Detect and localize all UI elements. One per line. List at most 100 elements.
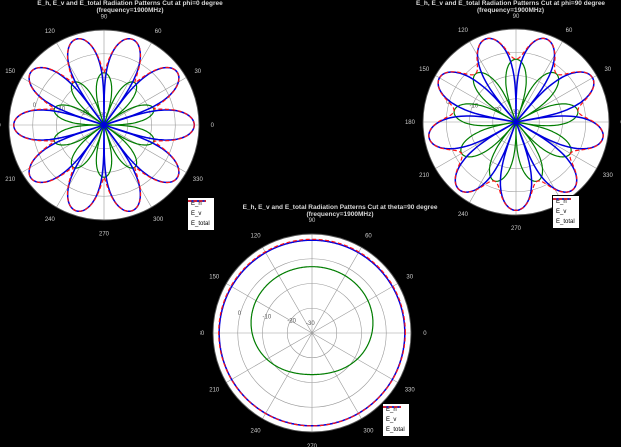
- angle-label-330: 330: [603, 173, 614, 179]
- angle-label-330: 330: [193, 177, 204, 183]
- plot-title-line2: (frequency=1900MHz): [96, 7, 164, 14]
- grid-ring: [56, 77, 152, 173]
- legend-item-E_total: E_total: [383, 406, 405, 434]
- ring-label--10: -10: [470, 104, 479, 110]
- ring-label-0: 0: [238, 311, 242, 317]
- polar-grid: [8, 29, 200, 221]
- angle-label-90: 90: [101, 15, 108, 21]
- legend-label-E_v: E_v: [556, 209, 567, 215]
- series-curve-E_h: [250, 266, 374, 376]
- polar-plot-phi90: E_h, E_v and E_total Radiation Patterns …: [400, 0, 621, 240]
- ring-labels: 0 -10 -20 -30: [238, 311, 316, 327]
- legend-label-E_total: E_total: [386, 427, 405, 433]
- ring-label--20: -20: [287, 318, 296, 324]
- angle-label-270: 270: [99, 231, 110, 237]
- angle-label-180: 180: [200, 331, 205, 337]
- legend-phi90: E_h E_v E_total: [552, 195, 580, 229]
- angle-label-240: 240: [45, 217, 56, 223]
- angle-label-330: 330: [405, 387, 416, 393]
- grid-ring: [262, 283, 362, 383]
- angle-label-120: 120: [251, 233, 262, 239]
- angle-label-90: 90: [513, 14, 520, 20]
- plot-title-line1: E_h, E_v and E_total Radiation Patterns …: [415, 0, 606, 7]
- ring-label--30: -30: [306, 321, 315, 327]
- legend-swatch-E_total: [188, 200, 206, 202]
- angle-label-300: 300: [153, 217, 164, 223]
- legend-swatch-E_total: [553, 198, 571, 200]
- ring-label-0: 0: [446, 100, 450, 106]
- angle-label-30: 30: [406, 275, 413, 281]
- grid-ring: [32, 53, 176, 197]
- grid-ring: [445, 51, 587, 193]
- legend-item-E_v: E_v: [188, 200, 210, 218]
- angle-label-150: 150: [419, 67, 430, 73]
- angle-label-150: 150: [5, 69, 16, 75]
- series-curve-E_total: [218, 238, 406, 427]
- legend-swatch-E_total: [383, 406, 401, 408]
- series-curve-E_total: [13, 38, 195, 212]
- angle-label-60: 60: [566, 28, 573, 34]
- plot-title-phi0: E_h, E_v and E_total Radiation Patterns …: [0, 0, 260, 14]
- grid-spoke: [226, 283, 398, 383]
- angle-label-150: 150: [209, 275, 220, 281]
- legend-item-E_v: E_v: [383, 406, 405, 424]
- angle-label-210: 210: [419, 173, 430, 179]
- plot-title-line2: (frequency=1900MHz): [306, 211, 374, 218]
- legend-label-E_h: E_h: [386, 407, 397, 413]
- plot-title-theta90: E_h, E_v and E_total Radiation Patterns …: [200, 204, 480, 218]
- polar-plot-theta90: E_h, E_v and E_total Radiation Patterns …: [200, 200, 480, 447]
- series-curve-E_total: [428, 37, 604, 211]
- angle-label-210: 210: [5, 177, 16, 183]
- angle-label-0: 0: [423, 331, 427, 337]
- angle-label-0: 0: [211, 123, 215, 129]
- plot-title-line1: E_h, E_v and E_total Radiation Patterns …: [242, 204, 438, 211]
- angle-labels: 0 30 60 90 120 150 180 210 240 270 300 330: [200, 218, 427, 447]
- ring-label--20: -20: [80, 110, 89, 116]
- series-curve-E_h: [453, 58, 579, 182]
- angle-label-120: 120: [45, 29, 56, 35]
- angle-label-60: 60: [155, 29, 162, 35]
- angle-label-180: 180: [0, 123, 1, 129]
- grid-ring: [286, 307, 338, 359]
- plot-title-line2: (frequency=1900MHz): [476, 7, 544, 14]
- grid-ring: [237, 258, 387, 408]
- polar-canvas-phi0: 03060901201501802102402703003300-10-20-3…: [0, 15, 215, 238]
- angle-label-60: 60: [365, 233, 372, 239]
- polar-plot-phi0: E_h, E_v and E_total Radiation Patterns …: [0, 0, 260, 240]
- grid-outer-ring: [8, 29, 200, 221]
- ring-label--30: -30: [98, 113, 107, 119]
- angle-label-30: 30: [194, 69, 201, 75]
- grid-outer-ring: [422, 28, 610, 216]
- angle-label-180: 180: [405, 120, 416, 126]
- legend-item-E_total: E_total: [188, 200, 210, 228]
- angle-label-270: 270: [511, 226, 522, 232]
- angle-label-30: 30: [604, 67, 611, 73]
- legend-theta90: E_h E_v E_total: [382, 403, 410, 437]
- plot-title-phi90: E_h, E_v and E_total Radiation Patterns …: [400, 0, 621, 14]
- ring-label--10: -10: [263, 315, 272, 321]
- legend-item-E_total: E_total: [553, 198, 575, 226]
- angle-label-90: 90: [309, 218, 316, 224]
- legend-label-E_total: E_total: [191, 221, 210, 227]
- angle-labels: 0 30 60 90 120 150 180 210 240 270 300 330: [0, 15, 215, 238]
- polar-canvas-theta90: 0 30 60 90 120 150 180 210 240 270 300 330 0 -10 -20 -3…: [200, 218, 427, 447]
- angle-label-240: 240: [458, 212, 469, 218]
- legend-label-E_v: E_v: [191, 211, 202, 217]
- ring-label--30: -30: [510, 110, 519, 116]
- plot-title-line1: E_h, E_v and E_total Radiation Patterns …: [37, 0, 223, 7]
- legend-label-E_total: E_total: [556, 219, 575, 225]
- legend-phi0: E_h E_v E_total: [187, 197, 215, 231]
- angle-label-270: 270: [307, 444, 318, 447]
- angle-labels: 0306090120150180210240270300330: [405, 14, 621, 232]
- grid-ring: [469, 75, 563, 169]
- polar-canvas-phi90: 03060901201501802102402703003300-10-20-3…: [405, 14, 621, 232]
- legend-label-E_h: E_h: [191, 201, 202, 207]
- legend-item-E_v: E_v: [553, 198, 575, 216]
- angle-label-300: 300: [363, 429, 374, 435]
- grid-outer-ring: [212, 233, 412, 433]
- angle-label-210: 210: [209, 387, 220, 393]
- legend-label-E_h: E_h: [556, 199, 567, 205]
- angle-label-240: 240: [251, 429, 262, 435]
- angle-label-120: 120: [458, 28, 469, 34]
- ring-label-0: 0: [33, 103, 37, 109]
